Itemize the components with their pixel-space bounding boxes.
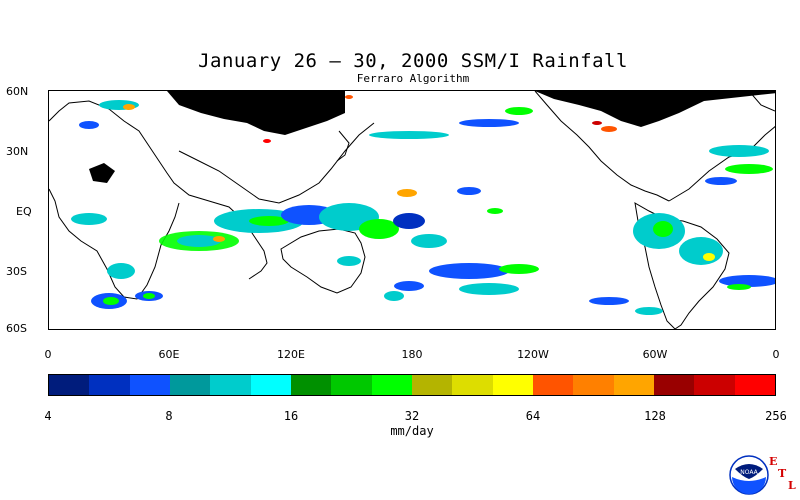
colorbar-swatch-11 [492, 375, 533, 395]
lat-label-30n: 30N [6, 145, 29, 158]
lon-label-60w: 60W [642, 348, 668, 361]
colorbar-swatch-17 [734, 375, 775, 395]
colorbar-swatch-10 [452, 375, 493, 395]
etl-letter-l: L [788, 479, 796, 492]
noaa-logo: NOAA [729, 455, 769, 495]
colorbar-swatch-14 [613, 375, 654, 395]
colorbar-tick-256: 256 [765, 409, 787, 423]
lat-label-eq: EQ [16, 205, 32, 218]
lat-label-30s: 30S [6, 265, 27, 278]
colorbar-tick-8: 8 [165, 409, 173, 423]
colorbar-swatch-4 [210, 375, 251, 395]
colorbar-swatch-8 [371, 375, 412, 395]
colorbar-swatch-16 [694, 375, 735, 395]
colorbar-tick-32: 32 [404, 409, 420, 423]
rainfall-map [48, 90, 776, 330]
map-canvas [49, 91, 775, 329]
colorbar-swatch-1 [89, 375, 130, 395]
no-data-regions [89, 91, 775, 183]
colorbar-swatch-9 [411, 375, 453, 395]
colorbar-swatch-6 [290, 375, 332, 395]
chart-title: January 26 – 30, 2000 SSM/I Rainfall [198, 50, 628, 72]
noaa-logo-text: NOAA [740, 469, 758, 476]
colorbar-swatch-7 [331, 375, 372, 395]
colorbar-swatch-0 [49, 375, 90, 395]
lat-label-60s: 60S [6, 322, 27, 335]
lon-label-180: 180 [401, 348, 423, 361]
colorbar-swatch-12 [532, 375, 574, 395]
colorbar-tick-4: 4 [44, 409, 52, 423]
color-scale-bar [48, 374, 776, 396]
etl-letter-e: E [769, 455, 778, 468]
colorbar-tick-64: 64 [525, 409, 541, 423]
lon-label-120e: 120E [277, 348, 305, 361]
rain-patches [71, 95, 775, 315]
colorbar-swatch-3 [169, 375, 211, 395]
lon-label-0: 0 [44, 348, 52, 361]
lon-label-0-east: 0 [772, 348, 780, 361]
lat-label-60n: 60N [6, 85, 29, 98]
colorbar-tick-16: 16 [283, 409, 299, 423]
colorbar-swatch-15 [653, 375, 695, 395]
colorbar-tick-128: 128 [644, 409, 666, 423]
chart-subtitle: Ferraro Algorithm [356, 72, 470, 85]
colorbar-swatch-13 [573, 375, 614, 395]
colorbar-swatch-2 [129, 375, 170, 395]
lon-label-120w: 120W [517, 348, 549, 361]
colorbar-units: mm/day [390, 424, 434, 438]
lon-label-60e: 60E [158, 348, 180, 361]
colorbar-swatch-5 [250, 375, 291, 395]
etl-letter-t: T [778, 467, 787, 480]
